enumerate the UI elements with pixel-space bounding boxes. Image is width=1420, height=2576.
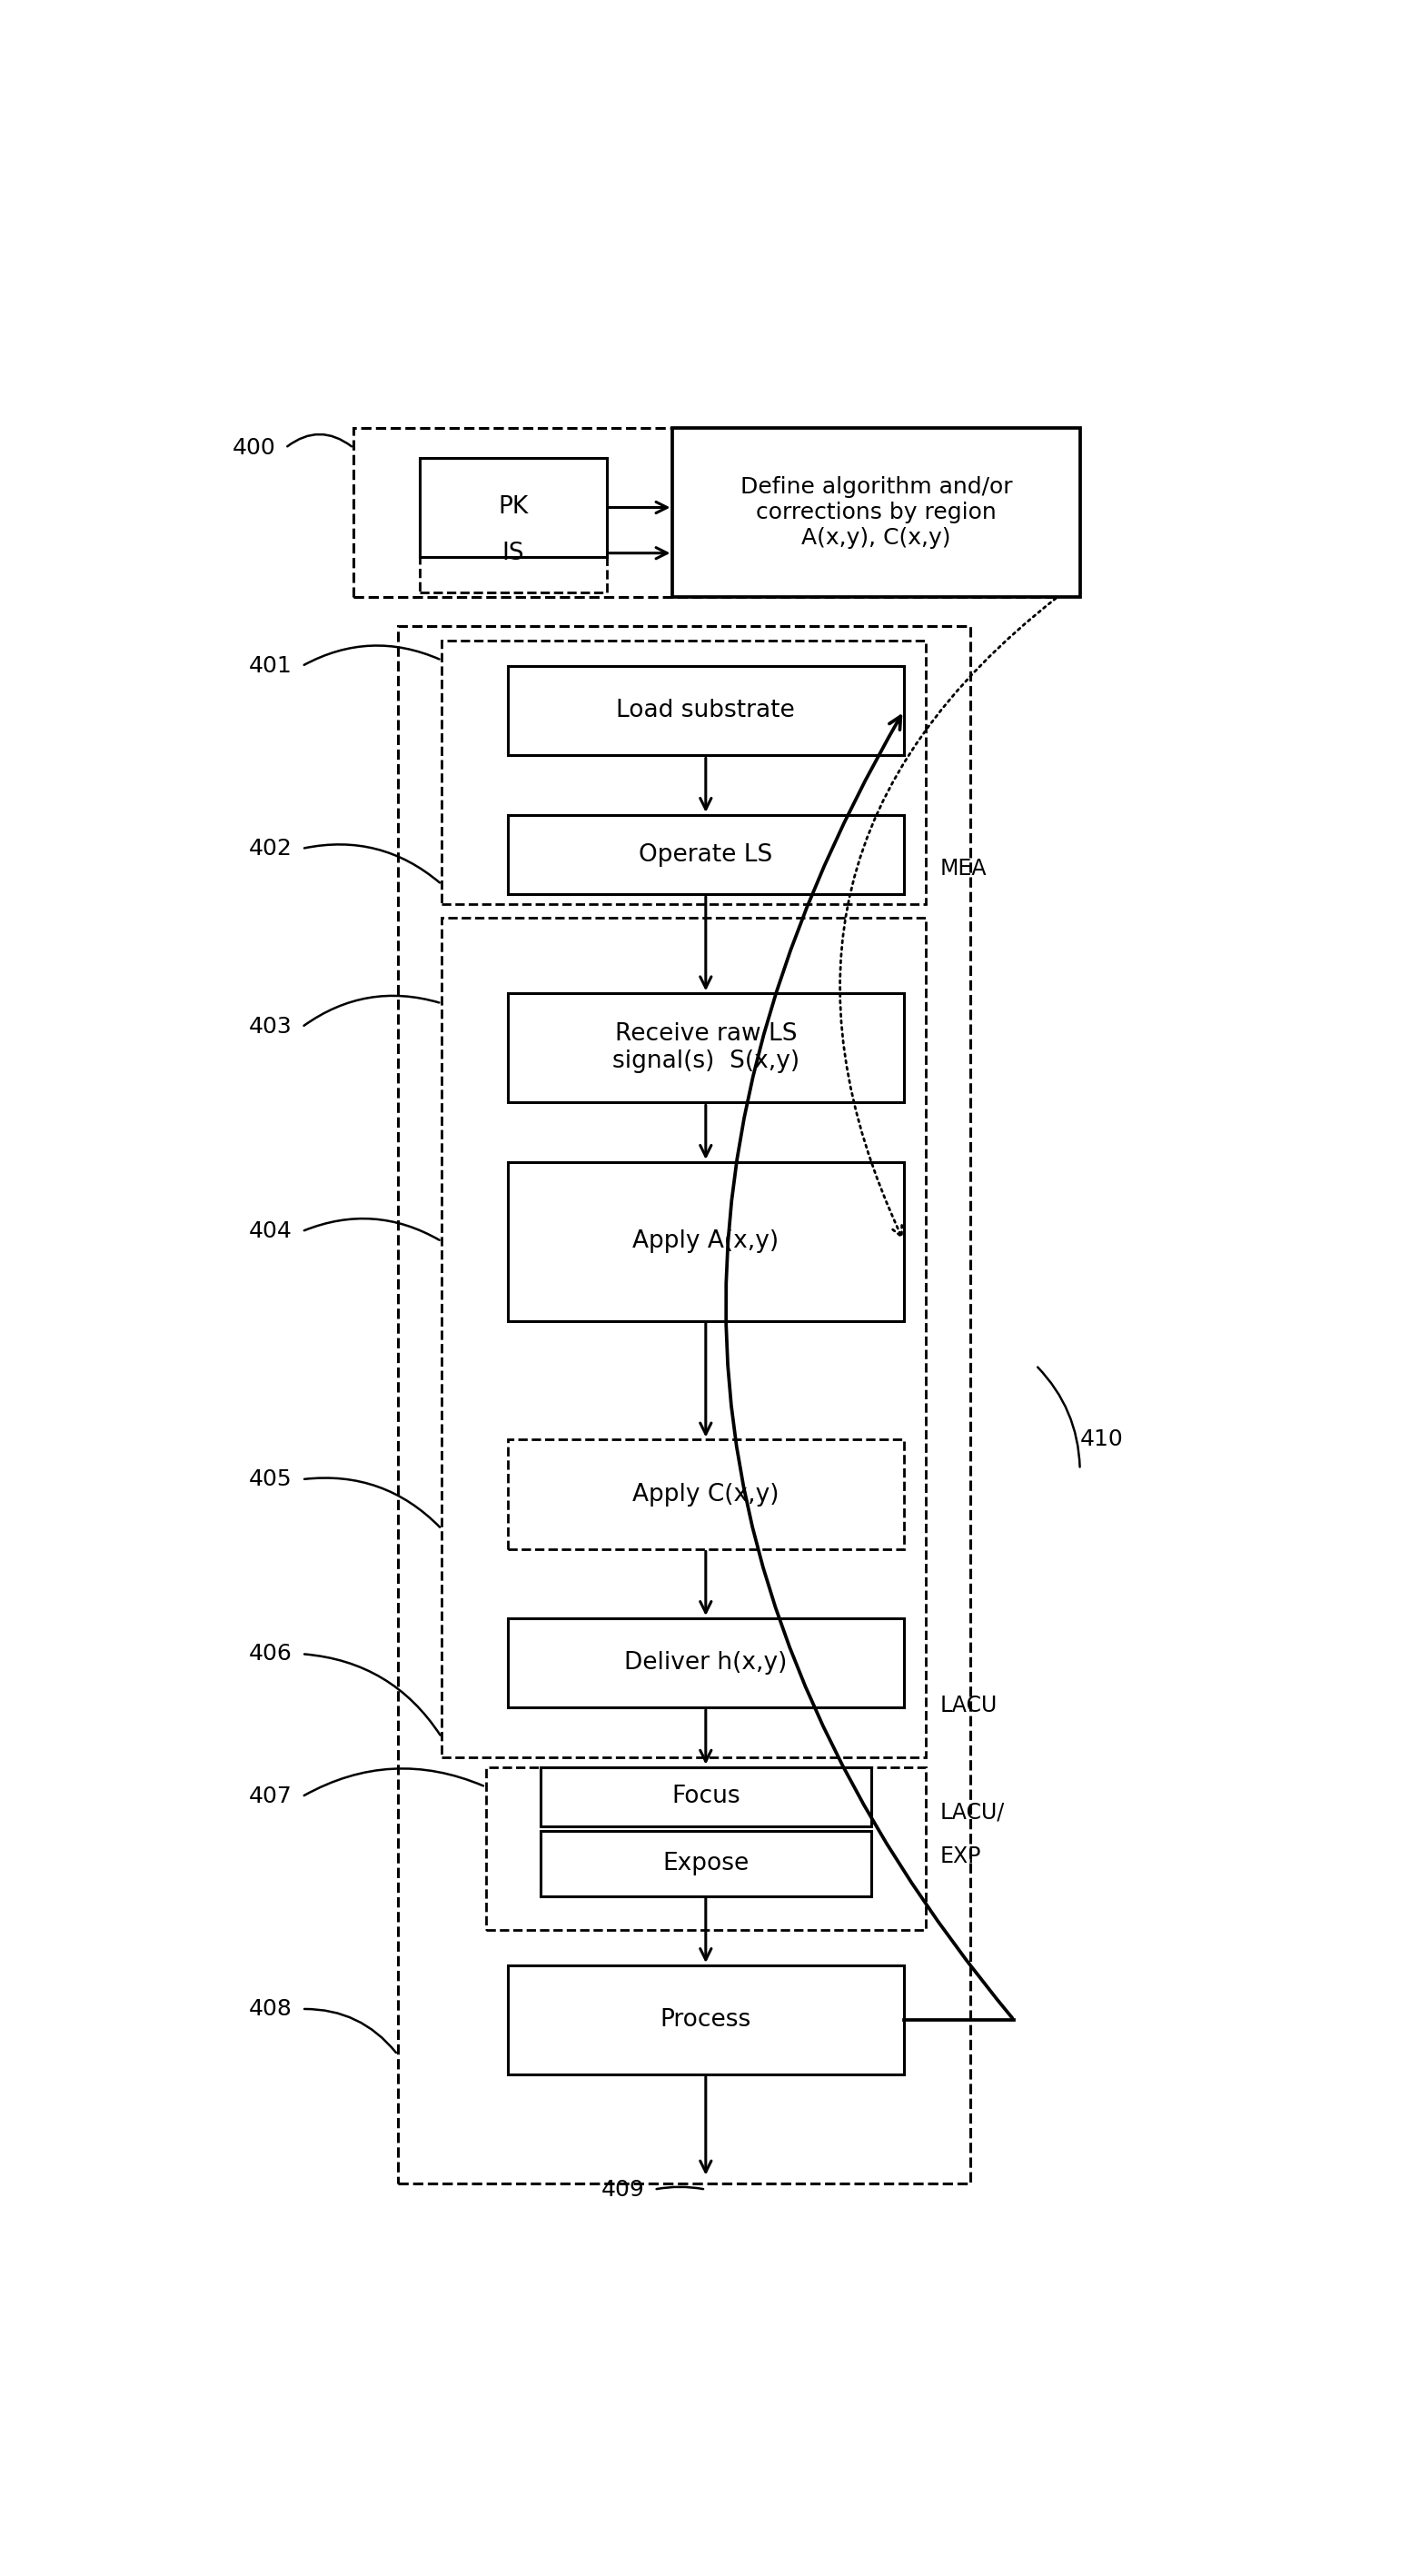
Text: 401: 401: [248, 654, 293, 677]
Text: EXP: EXP: [940, 1844, 981, 1868]
FancyArrowPatch shape: [304, 997, 439, 1025]
Text: 408: 408: [248, 1999, 293, 2020]
Text: Apply C(x,y): Apply C(x,y): [632, 1481, 780, 1507]
Text: 406: 406: [248, 1643, 293, 1664]
Text: Load substrate: Load substrate: [616, 698, 795, 724]
Bar: [398, 626, 970, 2184]
Bar: [541, 1767, 870, 1826]
Text: Receive raw LS
signal(s)  S(x,y): Receive raw LS signal(s) S(x,y): [612, 1023, 799, 1074]
Text: Process: Process: [660, 2009, 751, 2032]
Bar: [508, 1440, 903, 1548]
Bar: [508, 667, 903, 755]
FancyArrowPatch shape: [726, 716, 1012, 2017]
Bar: [541, 1832, 870, 1896]
Bar: [508, 1618, 903, 1708]
Text: 400: 400: [233, 438, 275, 459]
FancyArrowPatch shape: [1038, 1368, 1079, 1466]
Bar: [508, 814, 903, 894]
FancyArrowPatch shape: [841, 598, 1056, 1236]
Bar: [442, 641, 926, 904]
Text: 410: 410: [1079, 1430, 1123, 1450]
FancyArrowPatch shape: [304, 647, 439, 665]
Text: 402: 402: [248, 837, 293, 860]
Text: PK: PK: [498, 495, 528, 520]
FancyArrowPatch shape: [304, 2009, 396, 2053]
Text: Apply A(x,y): Apply A(x,y): [632, 1229, 780, 1252]
Text: 407: 407: [248, 1785, 293, 1808]
Bar: [442, 917, 926, 1757]
Text: MEA: MEA: [940, 858, 987, 878]
FancyArrowPatch shape: [304, 1654, 440, 1736]
Text: 403: 403: [248, 1018, 293, 1038]
Bar: [420, 513, 606, 592]
Bar: [508, 994, 903, 1103]
Bar: [486, 1767, 926, 1929]
Bar: [508, 1965, 903, 2074]
Text: Focus: Focus: [672, 1785, 740, 1808]
Text: IS: IS: [501, 541, 524, 564]
Bar: [673, 428, 1079, 598]
FancyArrowPatch shape: [304, 845, 440, 884]
Bar: [420, 459, 606, 556]
Text: LACU: LACU: [940, 1695, 998, 1716]
Text: Deliver h(x,y): Deliver h(x,y): [625, 1651, 787, 1674]
Text: Operate LS: Operate LS: [639, 842, 772, 866]
FancyArrowPatch shape: [304, 1479, 440, 1528]
FancyArrowPatch shape: [304, 1218, 439, 1239]
FancyArrowPatch shape: [304, 1770, 483, 1795]
Text: Expose: Expose: [663, 1852, 748, 1875]
Bar: [508, 1162, 903, 1321]
FancyArrowPatch shape: [287, 435, 352, 446]
Text: 404: 404: [248, 1221, 293, 1242]
Text: LACU/: LACU/: [940, 1801, 1005, 1824]
Text: 405: 405: [248, 1468, 293, 1492]
Text: 409: 409: [601, 2179, 645, 2200]
Bar: [354, 428, 1058, 598]
Text: Define algorithm and/or
corrections by region
A(x,y), C(x,y): Define algorithm and/or corrections by r…: [740, 477, 1012, 549]
